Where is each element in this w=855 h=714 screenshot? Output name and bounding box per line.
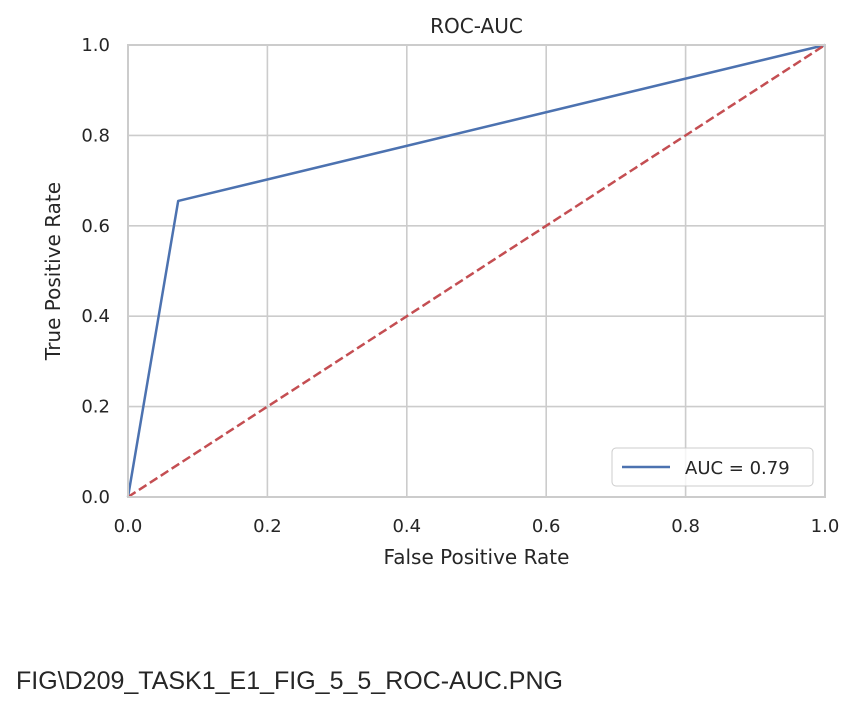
y-tick-label: 0.2	[81, 397, 110, 418]
x-tick-label: 0.8	[671, 516, 700, 537]
y-tick-label: 0.4	[81, 306, 110, 327]
chance-line	[127, 43, 826, 499]
x-tick-label: 0.2	[253, 516, 282, 537]
y-tick-label: 1.0	[81, 35, 110, 56]
plot-frame	[127, 44, 826, 498]
x-axis-label: False Positive Rate	[384, 545, 570, 569]
y-axis-label: True Positive Rate	[41, 182, 65, 361]
figure-caption: FIG\D209_TASK1_E1_FIG_5_5_ROC-AUC.PNG	[16, 667, 563, 695]
legend-box	[611, 447, 814, 487]
x-tick-label: 0.0	[114, 516, 143, 537]
x-tick-label: 0.6	[532, 516, 561, 537]
legend: AUC = 0.79	[611, 447, 814, 487]
x-tick-label: 0.4	[392, 516, 421, 537]
y-tick-label: 0.8	[81, 125, 110, 146]
y-tick-label: 0.6	[81, 216, 110, 237]
tick-labels: 0.0 0.2 0.4 0.6 0.8 1.0 0.0 0.2 0.4 0.6 0.8 1.0	[81, 35, 839, 537]
roc-curve	[126, 43, 826, 498]
legend-entry: AUC = 0.79	[685, 458, 790, 479]
series-layer	[126, 43, 826, 499]
y-tick-label: 0.0	[81, 487, 110, 508]
chart-title: ROC-AUC	[430, 14, 523, 38]
x-tick-label: 1.0	[811, 516, 840, 537]
